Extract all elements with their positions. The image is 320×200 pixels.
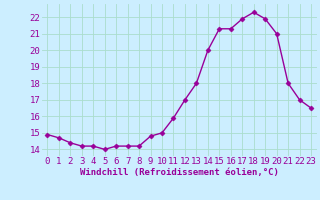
X-axis label: Windchill (Refroidissement éolien,°C): Windchill (Refroidissement éolien,°C) (80, 168, 279, 177)
